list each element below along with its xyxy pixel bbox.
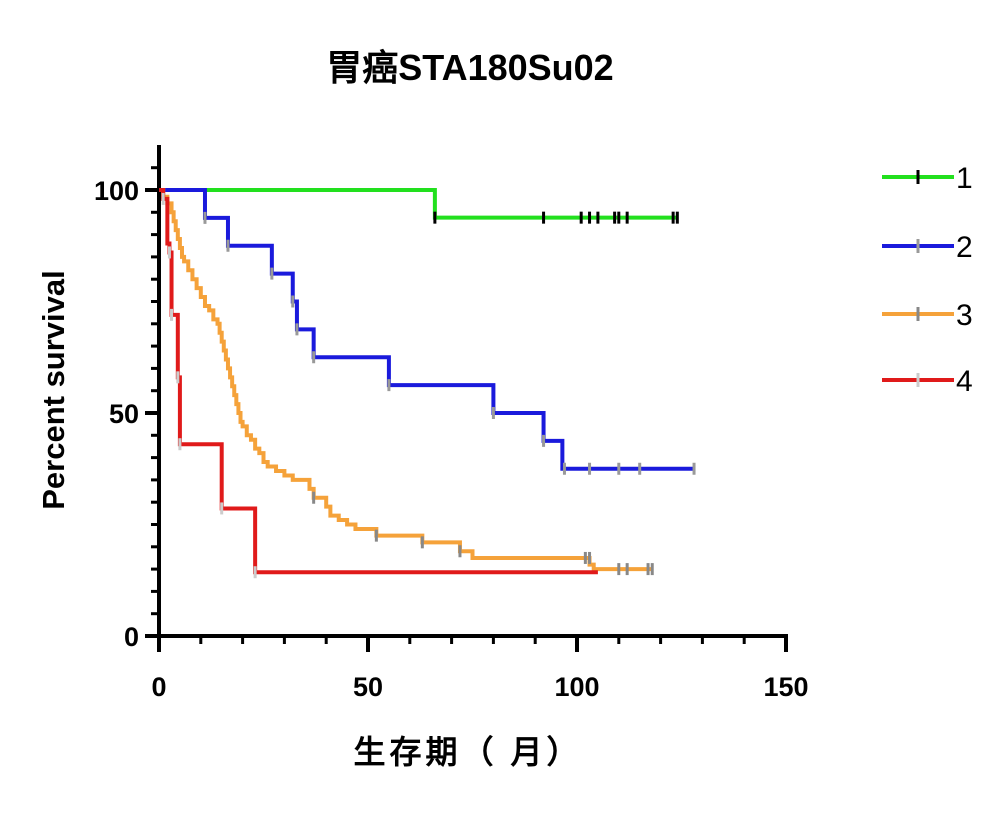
series-group [159,188,696,579]
legend-label: 4 [956,365,973,398]
y-tick-label: 50 [109,399,139,429]
legend-item-2: 2 [882,231,973,264]
y-axis-label: Percent survival [36,270,71,510]
x-tick-label: 150 [763,672,808,702]
series-2-line [159,188,695,471]
y-tick-label: 100 [94,176,139,206]
legend-item-3: 3 [882,299,973,332]
series-2 [159,188,696,475]
x-tick-label: 100 [554,672,599,702]
legend: 1 2 3 4 [882,162,973,398]
series-4-line [159,188,598,575]
series-3-line [159,188,653,572]
series-4 [159,188,598,579]
axes: 0 50 100 0 50 100 150 [94,145,809,702]
x-tick-label: 0 [151,672,166,702]
legend-label: 2 [956,231,973,264]
chart-title: 胃癌STA180Su02 [326,47,613,88]
series-1 [159,188,679,224]
x-axis-label: 生存期（ 月） [354,734,583,770]
legend-label: 1 [956,162,973,195]
x-tick-label: 50 [353,672,383,702]
legend-label: 3 [956,299,973,332]
y-tick-label: 0 [124,622,139,652]
legend-item-1: 1 [882,162,973,195]
series-3 [159,188,654,576]
series-1-line [159,188,678,220]
legend-item-4: 4 [882,365,973,398]
